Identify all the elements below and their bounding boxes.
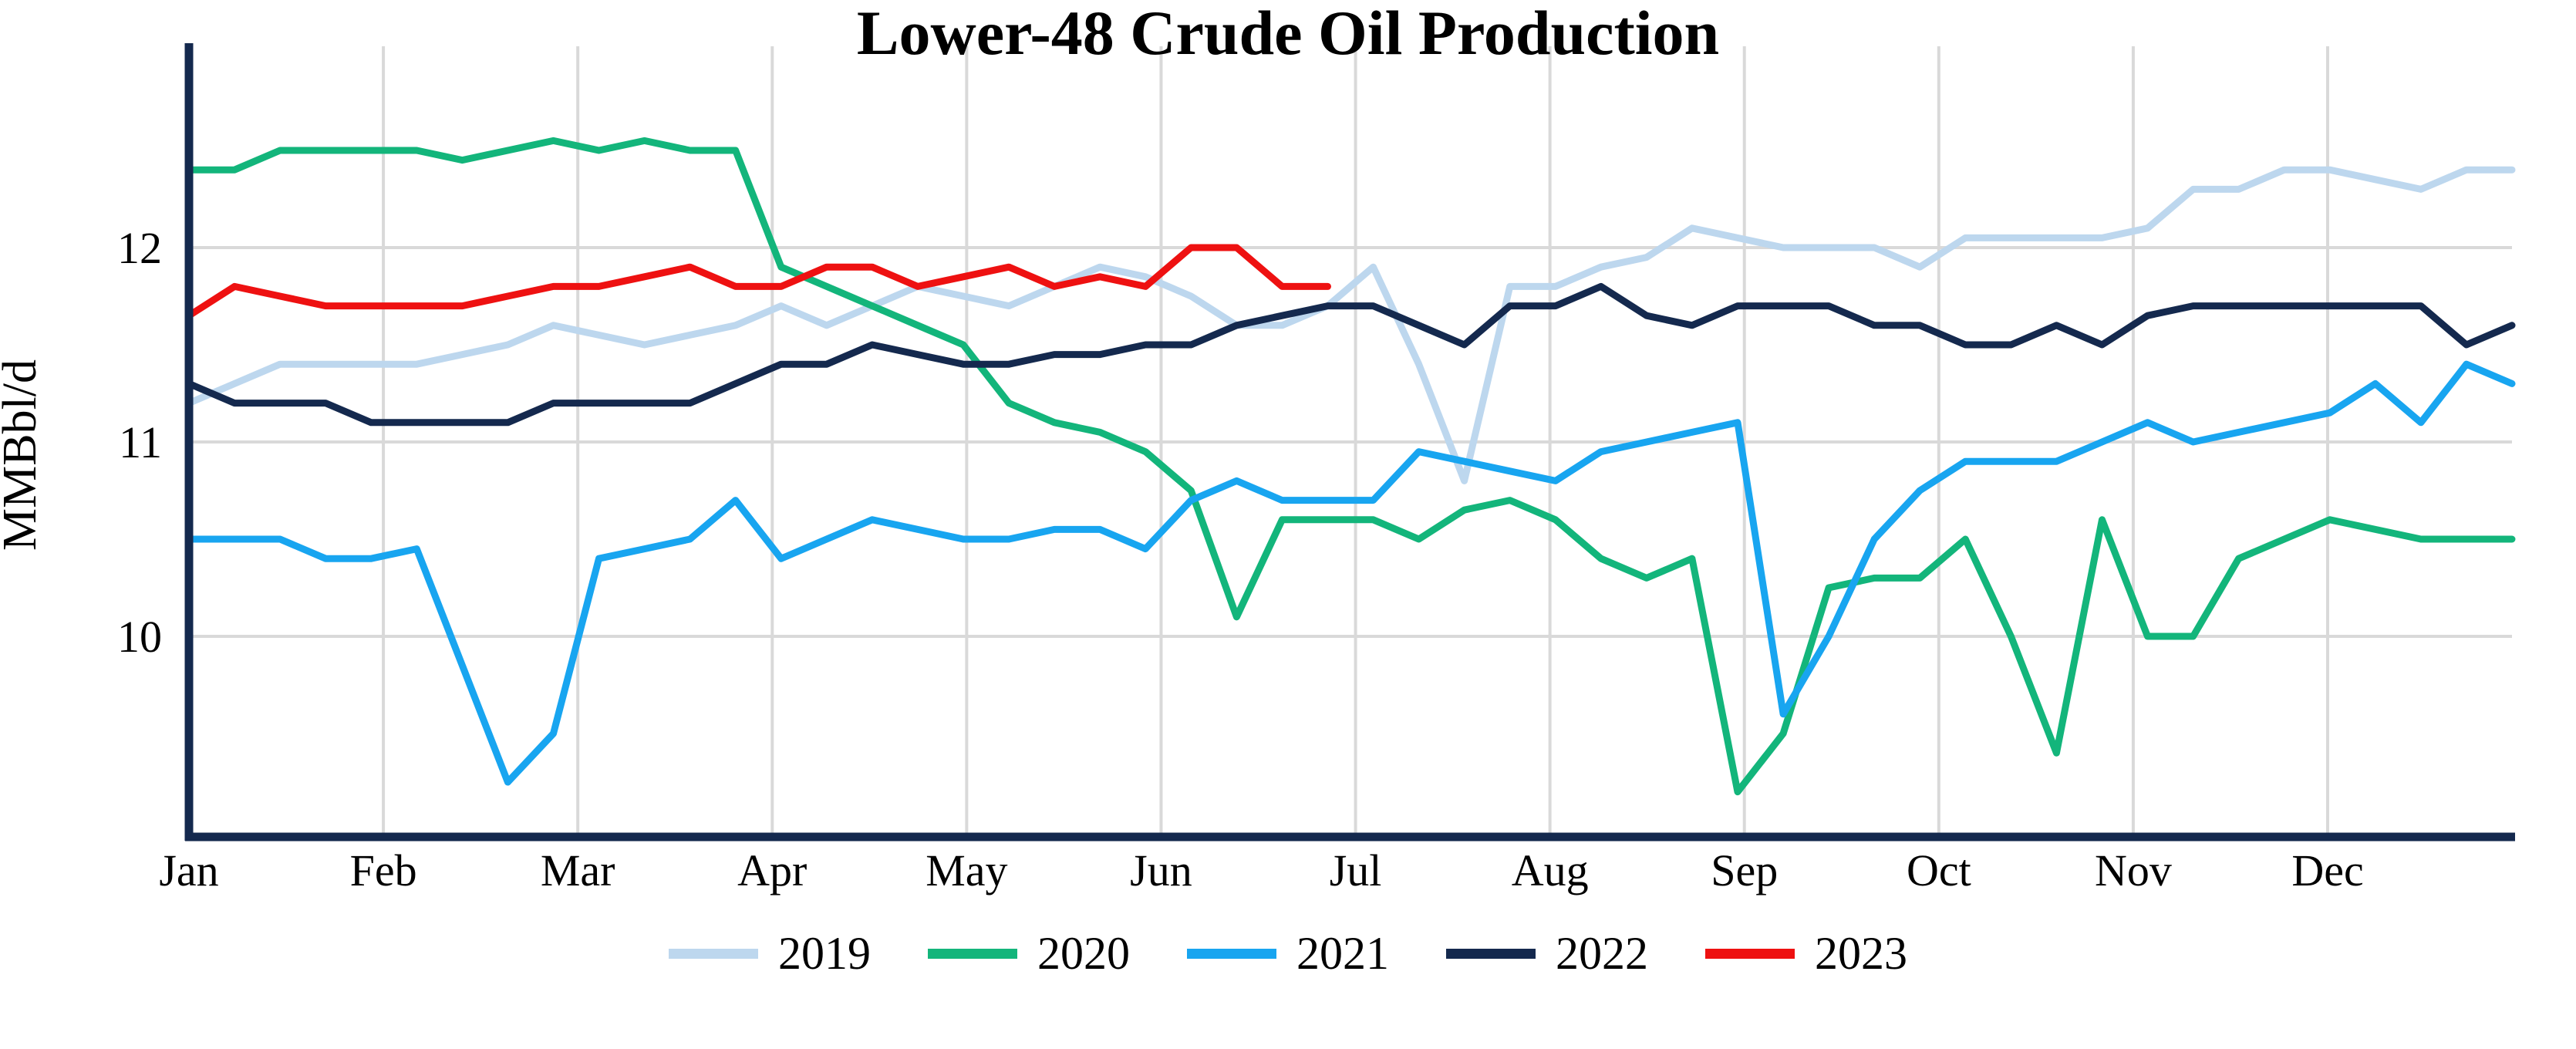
x-month-label-Nov: Nov xyxy=(2095,845,2172,896)
series-line-2023 xyxy=(185,244,1331,319)
series-line-2022 xyxy=(185,282,2516,427)
series-line-2021 xyxy=(185,360,2516,786)
gridlines xyxy=(189,46,2512,837)
x-month-label-Apr: Apr xyxy=(737,845,807,896)
legend-label-2021: 2021 xyxy=(1296,928,1389,979)
legend-swatch-2022 xyxy=(1446,948,1536,959)
legend-swatch-2023 xyxy=(1705,948,1795,959)
legend-item-2022: 2022 xyxy=(1446,930,1648,976)
y-axis-title: MMBbl/d xyxy=(0,359,46,551)
legend-item-2020: 2020 xyxy=(928,930,1130,976)
legend: 2019 2020 2021 2022 2023 xyxy=(0,930,2576,976)
y-tick-label-10: 10 xyxy=(117,612,162,662)
series-lines xyxy=(185,137,2516,796)
legend-label-2022: 2022 xyxy=(1556,928,1648,979)
axes xyxy=(184,43,2515,842)
x-month-label-May: May xyxy=(926,845,1007,896)
x-month-label-Oct: Oct xyxy=(1907,845,1971,896)
chart-title: Lower-48 Crude Oil Production xyxy=(857,0,1719,68)
x-month-label-Aug: Aug xyxy=(1512,845,1589,896)
legend-label-2019: 2019 xyxy=(778,928,871,979)
legend-item-2019: 2019 xyxy=(669,930,871,976)
legend-swatch-2019 xyxy=(669,948,758,959)
y-tick-label-11: 11 xyxy=(119,417,162,467)
y-axis-tick-labels: 12 11 10 xyxy=(117,223,162,662)
x-month-label-Dec: Dec xyxy=(2291,845,2363,896)
legend-label-2023: 2023 xyxy=(1815,928,1907,979)
legend-swatch-2021 xyxy=(1187,948,1276,959)
legend-item-2021: 2021 xyxy=(1187,930,1389,976)
y-tick-label-12: 12 xyxy=(117,223,162,273)
series-line-2020 xyxy=(185,137,2516,796)
x-month-label-Mar: Mar xyxy=(541,845,615,896)
legend-item-2023: 2023 xyxy=(1705,930,1907,976)
x-axis-month-labels: Jan Feb Mar Apr May Jun Jul Aug Sep Oct Nov Dec xyxy=(159,845,2363,896)
legend-swatch-2020 xyxy=(928,948,1017,959)
x-month-label-Jan: Jan xyxy=(159,845,218,896)
series-line-2019 xyxy=(185,166,2516,484)
x-month-label-Jul: Jul xyxy=(1330,845,1382,896)
x-month-label-Sep: Sep xyxy=(1711,845,1778,896)
x-month-label-Feb: Feb xyxy=(350,845,417,896)
legend-label-2020: 2020 xyxy=(1037,928,1130,979)
x-month-label-Jun: Jun xyxy=(1130,845,1192,896)
